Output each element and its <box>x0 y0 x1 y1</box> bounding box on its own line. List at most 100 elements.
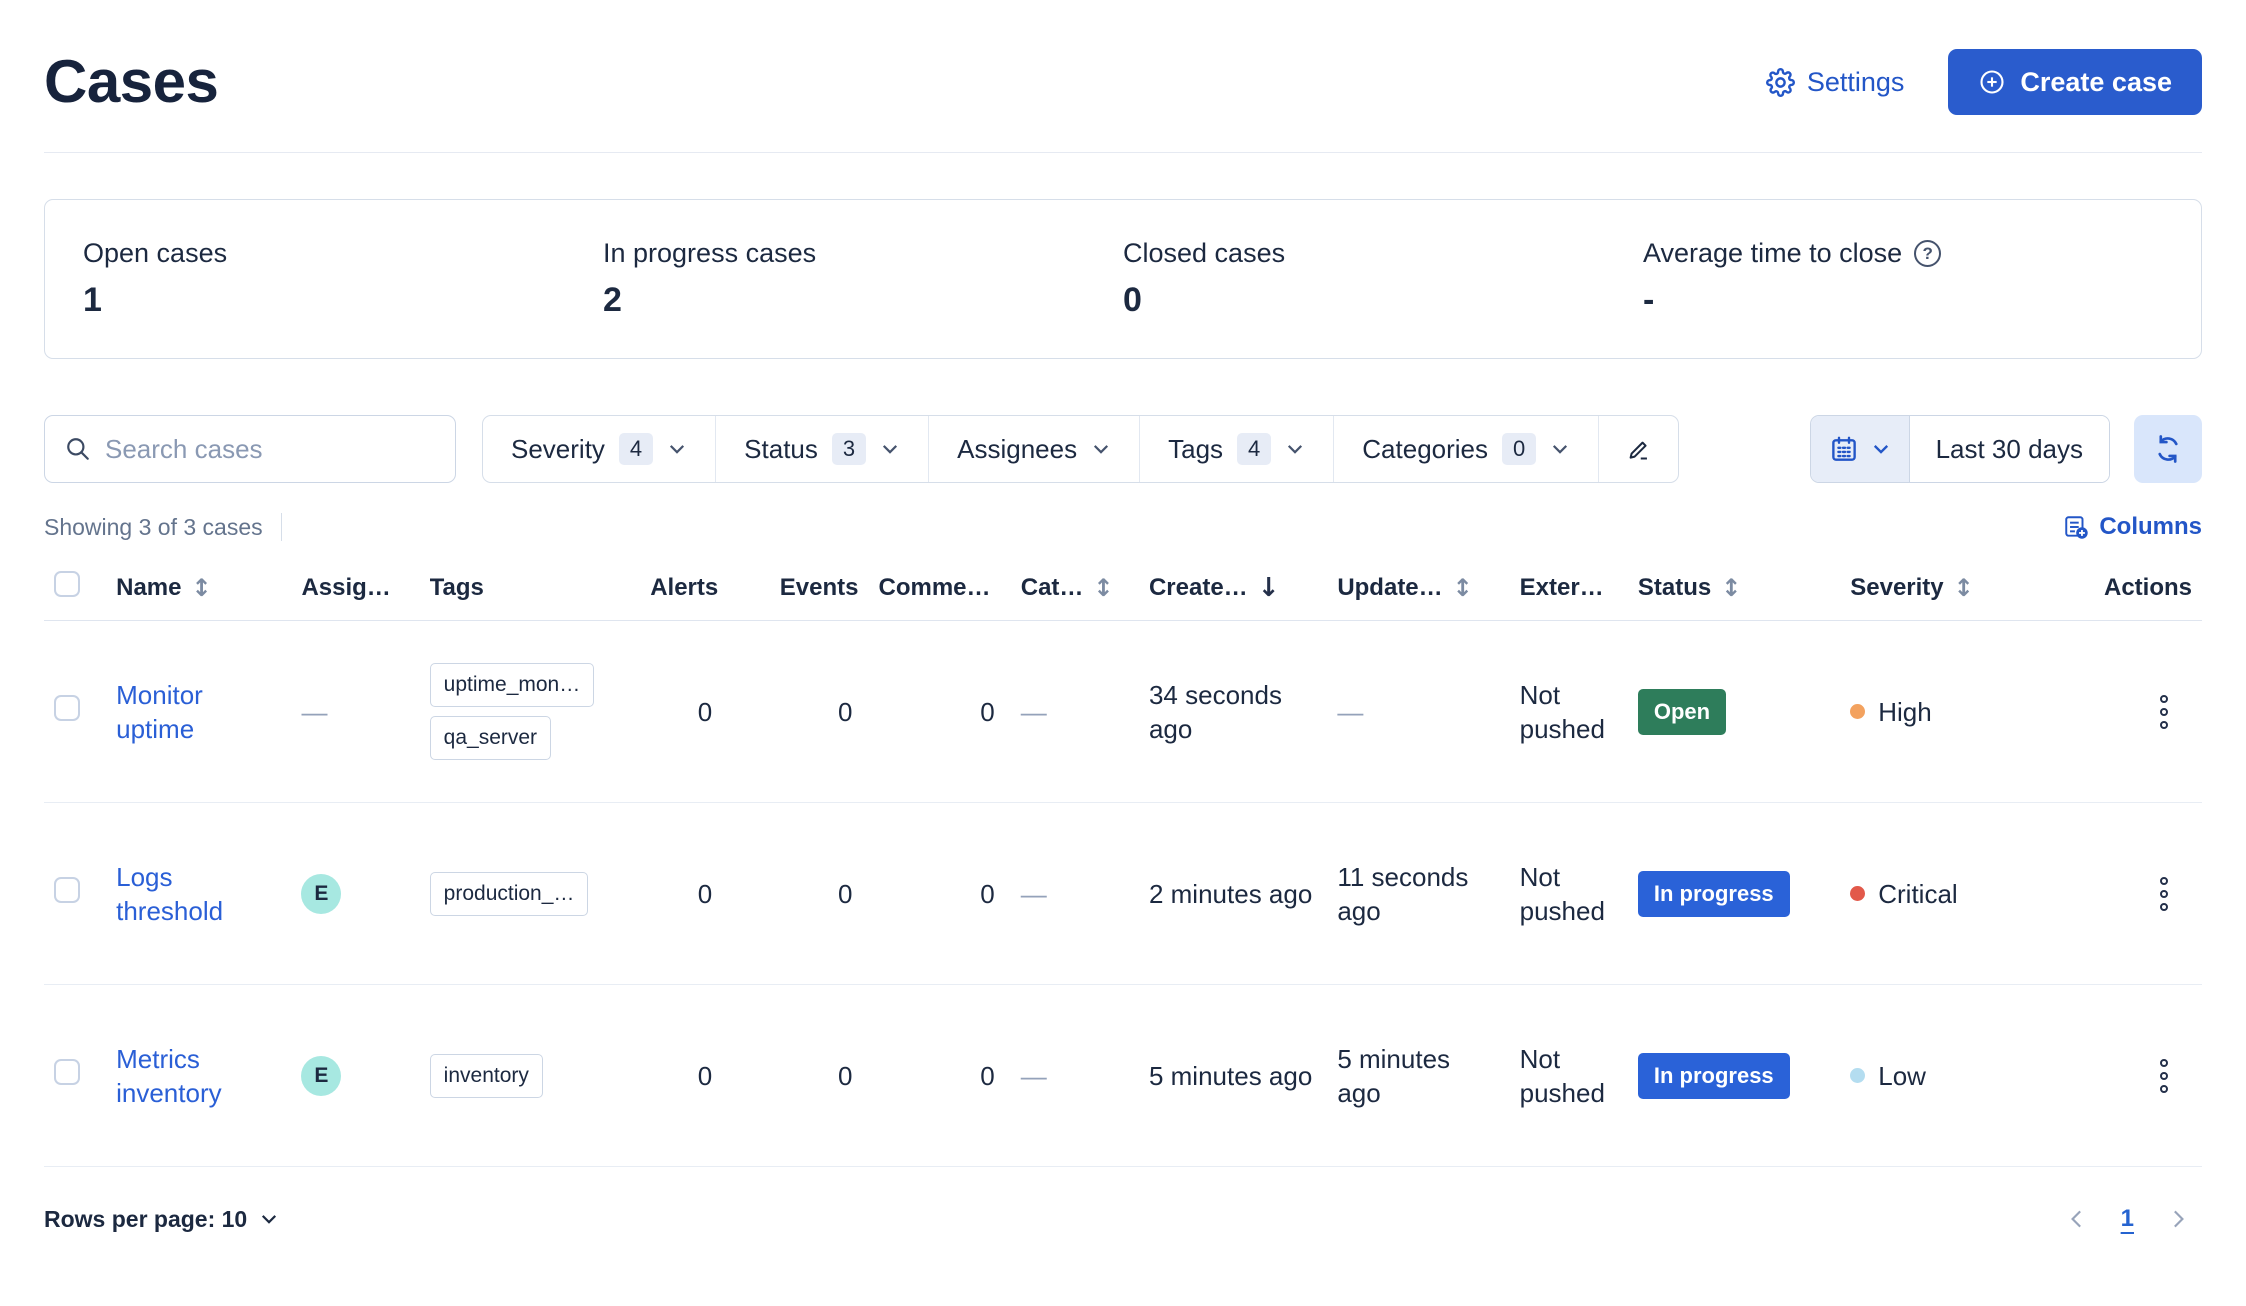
row-actions-menu-icon[interactable] <box>2158 876 2170 911</box>
table-row: Monitor uptime — uptime_mon… qa_server 0… <box>44 620 2202 803</box>
chevron-down-icon <box>667 439 687 459</box>
sort-icon[interactable]: ↕ <box>1452 573 1473 602</box>
created-at: 34 seconds ago <box>1138 620 1328 803</box>
col-external: Exter… <box>1519 573 1604 601</box>
col-actions: Actions <box>2103 573 2192 601</box>
row-checkbox[interactable] <box>54 1058 80 1085</box>
updated-at: 5 minutes ago <box>1327 984 1510 1167</box>
page-number[interactable]: 1 <box>2120 1205 2134 1232</box>
col-status[interactable]: Status <box>1637 573 1712 601</box>
refresh-icon <box>2152 433 2184 465</box>
chevron-down-icon <box>1285 439 1305 459</box>
filter-bar: Severity 4 Status 3 Assignees Tags 4 Cat… <box>44 415 2202 483</box>
filter-categories[interactable]: Categories 0 <box>1333 416 1598 482</box>
columns-label: Columns <box>2099 513 2202 540</box>
previous-page-icon[interactable] <box>2065 1206 2091 1232</box>
col-alerts: Alerts <box>650 573 719 601</box>
create-case-label: Create case <box>2020 66 2172 97</box>
filter-categories-label: Categories <box>1362 433 1489 464</box>
header-actions: Settings Create case <box>1765 49 2202 115</box>
sort-icon[interactable]: ↕ <box>1721 573 1742 602</box>
cases-table: Name ↕ Assig… Tags Alerts Events Comme… C… <box>44 555 2202 1167</box>
filter-group: Severity 4 Status 3 Assignees Tags 4 Cat… <box>482 415 1680 483</box>
filter-assignees-label: Assignees <box>957 433 1078 464</box>
alerts-count: 0 <box>626 802 729 985</box>
stat-in-progress-cases: In progress cases 2 <box>603 238 1123 320</box>
status-badge[interactable]: In progress <box>1637 1052 1790 1099</box>
comments-count: 0 <box>868 984 1011 1167</box>
create-case-button[interactable]: Create case <box>1948 49 2202 115</box>
table-row: Logs threshold E production_… 0 0 0 — 2 … <box>44 802 2202 985</box>
settings-button[interactable]: Settings <box>1765 67 1904 98</box>
sort-desc-icon[interactable]: ↓ <box>1257 572 1280 603</box>
filter-tags[interactable]: Tags 4 <box>1139 416 1333 482</box>
assignee-empty: — <box>301 696 328 727</box>
select-all-checkbox[interactable] <box>54 571 80 597</box>
table-footer: Rows per page: 10 1 <box>44 1205 2202 1233</box>
status-badge[interactable]: Open <box>1637 688 1727 735</box>
col-tags: Tags <box>429 573 484 601</box>
events-count: 0 <box>728 984 869 1167</box>
filter-severity-count: 4 <box>618 433 654 465</box>
row-checkbox[interactable] <box>54 694 80 721</box>
next-page-icon[interactable] <box>2164 1206 2190 1232</box>
filter-assignees[interactable]: Assignees <box>928 416 1139 482</box>
tag-badge: qa_server <box>429 716 552 760</box>
col-comments: Comme… <box>878 573 991 601</box>
status-badge[interactable]: In progress <box>1637 870 1790 917</box>
search-input[interactable] <box>105 433 435 465</box>
refresh-button[interactable] <box>2134 415 2202 483</box>
filter-status[interactable]: Status 3 <box>715 416 928 482</box>
events-count: 0 <box>728 802 869 985</box>
filter-status-count: 3 <box>831 433 867 465</box>
sort-icon[interactable]: ↕ <box>1953 573 1974 602</box>
stat-avg-time-label: Average time to close <box>1643 238 1903 268</box>
cases-page: Cases Settings Create case <box>44 46 2202 1233</box>
stat-in-progress-value: 2 <box>603 281 622 319</box>
edit-filters-button[interactable] <box>1598 416 1678 482</box>
comments-count: 0 <box>868 802 1011 985</box>
chevron-down-icon <box>1871 439 1891 459</box>
row-actions-menu-icon[interactable] <box>2158 1058 2170 1093</box>
columns-button[interactable]: Columns <box>2063 513 2202 541</box>
updated-at: 11 seconds ago <box>1327 802 1510 985</box>
tag-badge: uptime_mon… <box>429 663 595 707</box>
external-status: Not pushed <box>1509 984 1628 1167</box>
updated-empty: — <box>1337 696 1364 727</box>
category-empty: — <box>1020 878 1047 909</box>
page-title: Cases <box>44 48 219 115</box>
row-checkbox[interactable] <box>54 876 80 903</box>
chevron-down-icon <box>880 439 900 459</box>
col-updated[interactable]: Update… <box>1337 573 1443 601</box>
stat-avg-time-value: - <box>1643 281 1655 319</box>
search-icon <box>65 436 91 462</box>
filter-categories-count: 0 <box>1502 433 1537 465</box>
tag-list: uptime_mon… qa_server <box>429 663 616 760</box>
col-category[interactable]: Cat… <box>1020 573 1084 601</box>
stat-open-label: Open cases <box>83 238 228 268</box>
chevron-down-icon <box>1091 439 1111 459</box>
date-picker: Last 30 days <box>1809 415 2110 483</box>
plus-circle-icon <box>1978 68 2006 96</box>
date-range-value[interactable]: Last 30 days <box>1909 416 2109 482</box>
case-name-link[interactable]: Monitor uptime <box>116 679 203 744</box>
help-icon[interactable]: ? <box>1914 240 1942 267</box>
severity-label: Critical <box>1878 878 1958 909</box>
sort-icon[interactable]: ↕ <box>191 573 212 602</box>
case-name-link[interactable]: Logs threshold <box>116 861 224 926</box>
col-name[interactable]: Name <box>116 573 182 601</box>
table-header-row: Name ↕ Assig… Tags Alerts Events Comme… C… <box>44 555 2202 621</box>
severity-dot <box>1850 886 1866 901</box>
col-created[interactable]: Create… <box>1148 573 1248 601</box>
filter-severity[interactable]: Severity 4 <box>483 416 715 482</box>
row-actions-menu-icon[interactable] <box>2158 694 2170 729</box>
sort-icon[interactable]: ↕ <box>1093 573 1114 602</box>
case-name-link[interactable]: Metrics inventory <box>116 1043 222 1108</box>
pencil-icon <box>1625 436 1652 463</box>
date-quick-select-button[interactable] <box>1810 416 1910 482</box>
header-divider <box>44 152 2202 153</box>
page-header: Cases Settings Create case <box>44 46 2202 118</box>
calendar-icon <box>1829 434 1859 464</box>
col-severity[interactable]: Severity <box>1850 573 1944 601</box>
rows-per-page-button[interactable]: Rows per page: 10 <box>44 1206 279 1233</box>
